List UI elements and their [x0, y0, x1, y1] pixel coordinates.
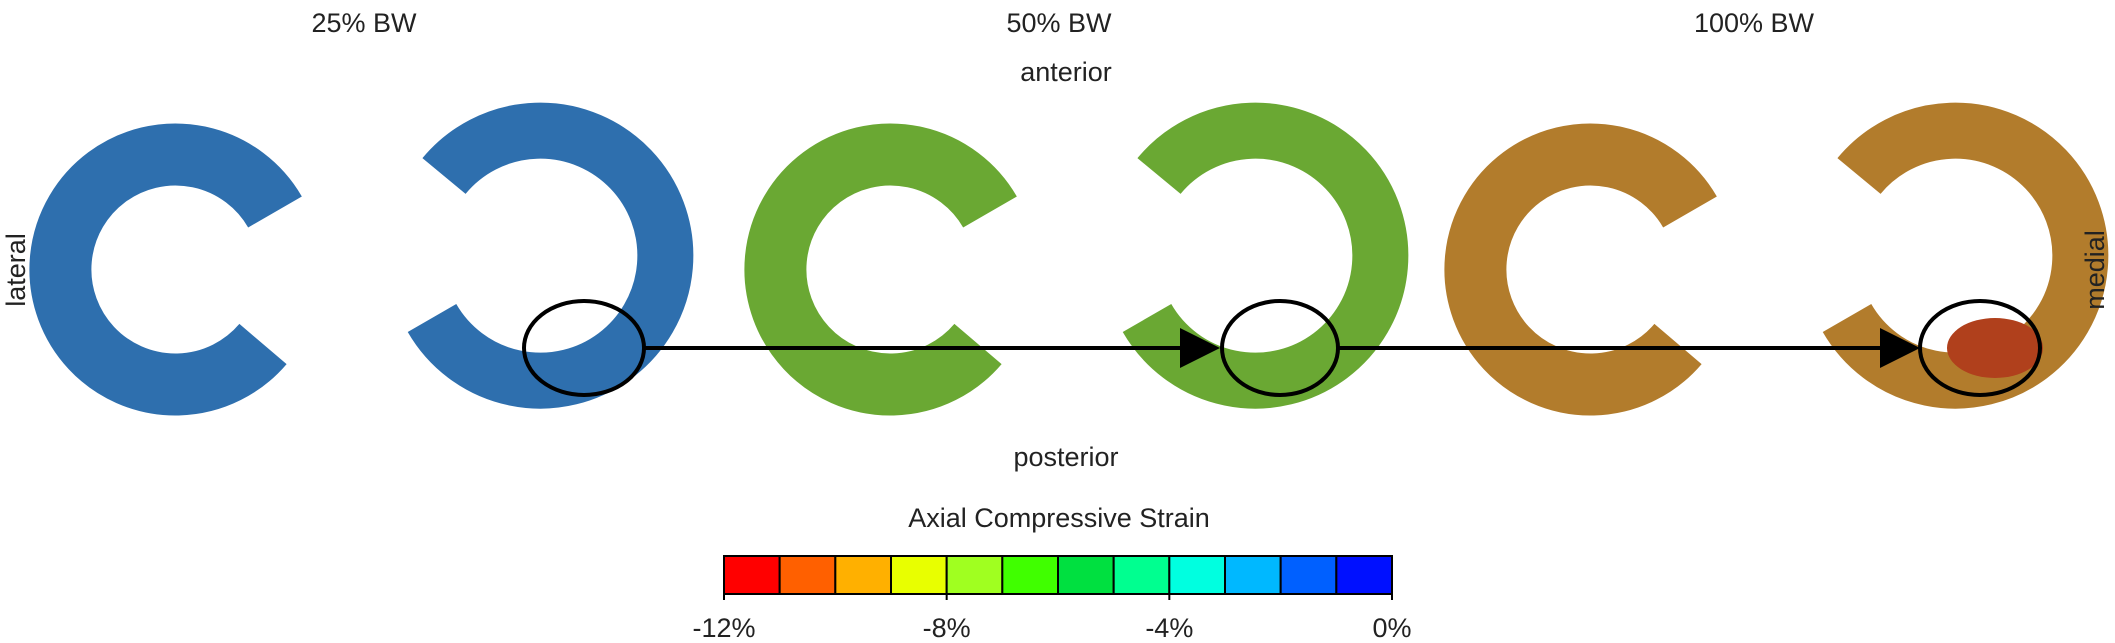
- colorbar-tick-label: 0%: [1372, 613, 1411, 643]
- colorbar-tick-label: -4%: [1145, 613, 1193, 643]
- colorbar-segment: [1001, 555, 1059, 595]
- panel-title: 25% BW: [311, 8, 417, 38]
- panel-title: 100% BW: [1694, 8, 1815, 38]
- colorbar-segment: [778, 555, 837, 595]
- panel-title: 50% BW: [1006, 8, 1112, 38]
- colorbar-segment: [1335, 555, 1394, 595]
- colorbar-tick-label: -8%: [923, 613, 971, 643]
- colorbar-segment: [1279, 555, 1338, 595]
- label-lateral: lateral: [1, 233, 31, 307]
- colorbar-tick-label: -12%: [692, 613, 755, 643]
- label-medial: medial: [2080, 230, 2110, 310]
- colorbar-segment: [890, 555, 948, 595]
- highlight-circle: [522, 299, 646, 397]
- label-anterior: anterior: [1020, 57, 1112, 87]
- colorbar-segment: [945, 555, 1004, 595]
- menisci-25: [60, 131, 665, 385]
- colorbar-segment: [723, 555, 781, 595]
- label-posterior: posterior: [1013, 442, 1118, 472]
- colorbar-segment: [1057, 555, 1115, 595]
- colorbar-segment: [1168, 555, 1227, 595]
- highlight-fill: [1947, 318, 2043, 378]
- colorbar-segment: [1112, 555, 1171, 595]
- colorbar-title: Axial Compressive Strain: [908, 503, 1210, 533]
- colorbar-segment: [834, 555, 892, 595]
- colorbar: -12% -8% -4% 0%: [692, 555, 1412, 643]
- colorbar-segment: [1224, 555, 1282, 595]
- highlight-circle: [1918, 299, 2042, 397]
